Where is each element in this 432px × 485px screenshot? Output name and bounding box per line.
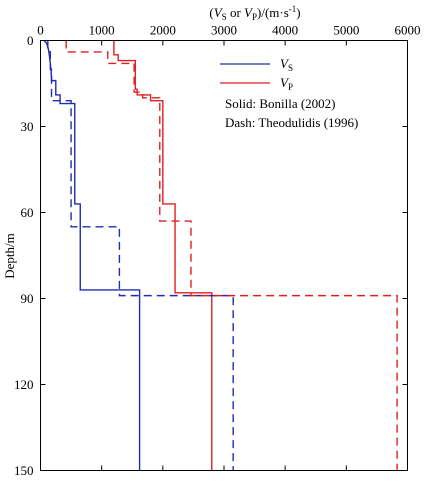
legend-note-dash: Dash: Theodulidis (1996) [225, 115, 358, 130]
y-tick-label: 90 [21, 291, 34, 306]
x-axis-ticks: 0 1000 2000 3000 4000 5000 6000 [37, 23, 421, 471]
y-axis-ticks: 0 30 60 90 120 150 [14, 33, 408, 478]
x-title-vs-sub: S [222, 12, 227, 22]
y-tick-label: 30 [21, 119, 34, 134]
series-vs-solid [43, 40, 141, 471]
x-title-close: ) [296, 5, 300, 20]
x-tick-label: 1000 [89, 23, 115, 38]
y-axis-title: Depth/m [2, 233, 17, 279]
plot-frame [40, 40, 408, 471]
legend-label-vp: VP [280, 75, 293, 92]
x-tick-label: 0 [37, 23, 44, 38]
x-tick-label: 2000 [150, 23, 176, 38]
y-tick-label: 150 [14, 463, 34, 478]
series-vs-dash [47, 40, 234, 471]
series-layer [43, 40, 398, 471]
legend-label-vs: VS [280, 56, 293, 73]
x-title-unit: )/(m·s [257, 5, 289, 20]
x-tick-label: 5000 [333, 23, 359, 38]
x-title-vs-symbol: V [214, 5, 224, 20]
x-axis-title: (VS or VP)/(m·s-1) [209, 4, 300, 22]
legend: VS VP Solid: Bonilla (2002) Dash: Theodu… [220, 56, 358, 130]
x-title-vp-symbol: V [244, 5, 254, 20]
x-title-unit-exp: -1 [289, 4, 297, 14]
x-tick-label: 6000 [395, 23, 421, 38]
series-vp-dash [65, 40, 398, 471]
y-tick-label: 60 [21, 205, 34, 220]
x-tick-label: 3000 [211, 23, 237, 38]
legend-note-solid: Solid: Bonilla (2002) [225, 96, 336, 111]
x-title-or: or [227, 5, 244, 20]
series-vp-solid [113, 40, 213, 471]
y-tick-label: 120 [14, 377, 34, 392]
x-title-part-open: ( [209, 5, 213, 20]
x-tick-label: 4000 [272, 23, 298, 38]
x-title-vp-sub: P [252, 12, 257, 22]
y-tick-label: 0 [27, 33, 34, 48]
